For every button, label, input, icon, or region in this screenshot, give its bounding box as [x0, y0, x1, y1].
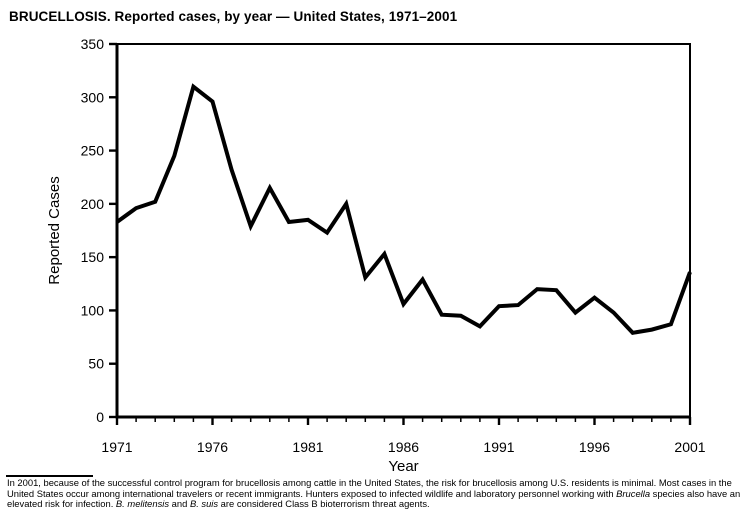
- data-line: [115, 83, 692, 335]
- footnote-rule: [6, 475, 93, 477]
- y-tick-label: 300: [81, 89, 105, 105]
- x-tick-label: 1971: [101, 439, 132, 455]
- axis-lines: [115, 44, 690, 419]
- x-tick-label: 1991: [483, 439, 514, 455]
- footnote-segment: and: [169, 498, 190, 510]
- footnote-segment: In 2001, because of the successful contr…: [7, 477, 732, 499]
- footnote-segment: Brucella: [616, 487, 651, 499]
- y-tick-label: 100: [81, 302, 105, 318]
- footnote-segment: are considered Class B bioterrorism thre…: [218, 498, 430, 510]
- y-tick-label: 150: [81, 249, 105, 265]
- figure-title: BRUCELLOSIS. Reported cases, by year — U…: [9, 9, 458, 24]
- x-tick-label: 1986: [388, 439, 419, 455]
- x-tick-label: 2001: [674, 439, 705, 455]
- footnote-segment: B. suis: [189, 498, 219, 510]
- x-tick-label: 1996: [579, 439, 610, 455]
- y-tick-label: 200: [81, 196, 105, 212]
- plot-frame: [116, 43, 691, 418]
- footnote-segment: species also have an elevated risk for i…: [7, 487, 741, 510]
- footnote-text: In 2001, because of the successful contr…: [7, 477, 749, 510]
- y-tick-label: 50: [88, 356, 104, 372]
- y-tick-label: 250: [81, 143, 105, 159]
- y-tick-label: 350: [81, 36, 105, 52]
- y-tick-label: 0: [96, 409, 104, 425]
- brucellosis-line-chart: 0 50 100 150 200 250 300 350 1971 1976 1981 1986 199…: [46, 36, 706, 474]
- y-axis-title: Reported Cases: [46, 176, 63, 284]
- x-axis-title: Year: [388, 458, 418, 474]
- x-tick-label: 1976: [197, 439, 228, 455]
- x-tick-label: 1981: [292, 439, 323, 455]
- footnote-segment: B. melitensis: [115, 498, 170, 510]
